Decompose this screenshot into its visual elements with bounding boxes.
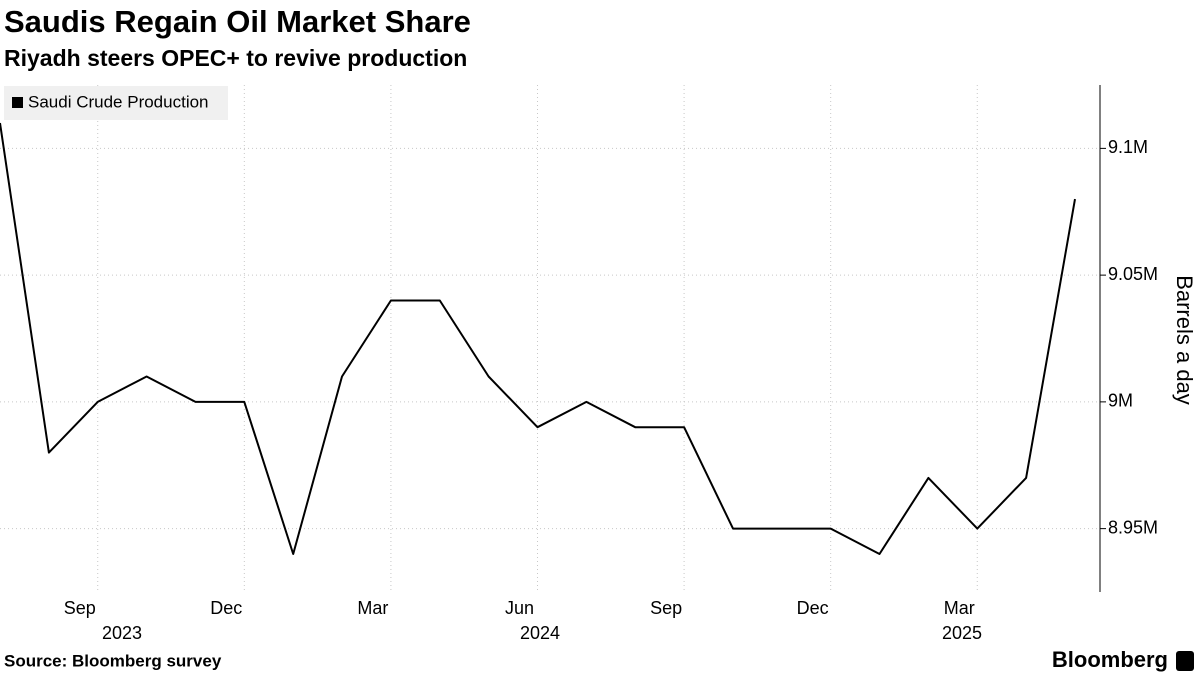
y-axis-label: Barrels a day [1172, 275, 1197, 405]
chart-title: Saudis Regain Oil Market Share [4, 4, 471, 39]
line-series [0, 122, 1076, 555]
y-tick-label: 8.95M [1108, 517, 1158, 537]
chart-subtitle: Riyadh steers OPEC+ to revive production [4, 45, 467, 71]
x-group-label: 2025 [942, 623, 982, 643]
x-tick-label: Dec [210, 598, 242, 618]
legend-swatch [12, 97, 23, 108]
legend-label: Saudi Crude Production [28, 92, 209, 111]
x-tick-label: Mar [357, 598, 388, 618]
x-tick-label: Jun [505, 598, 534, 618]
x-tick-label: Dec [797, 598, 829, 618]
x-tick-label: Mar [944, 598, 975, 618]
x-group-label: 2023 [102, 623, 142, 643]
y-tick-label: 9M [1108, 391, 1133, 411]
brand: Bloomberg [1052, 647, 1168, 672]
y-tick-label: 9.05M [1108, 264, 1158, 284]
x-tick-label: Sep [650, 598, 682, 618]
x-tick-label: Sep [64, 598, 96, 618]
legend-box [4, 86, 228, 120]
x-group-label: 2024 [520, 623, 560, 643]
source: Source: Bloomberg survey [4, 651, 222, 670]
y-tick-label: 9.1M [1108, 137, 1148, 157]
brand-icon [1176, 651, 1194, 671]
